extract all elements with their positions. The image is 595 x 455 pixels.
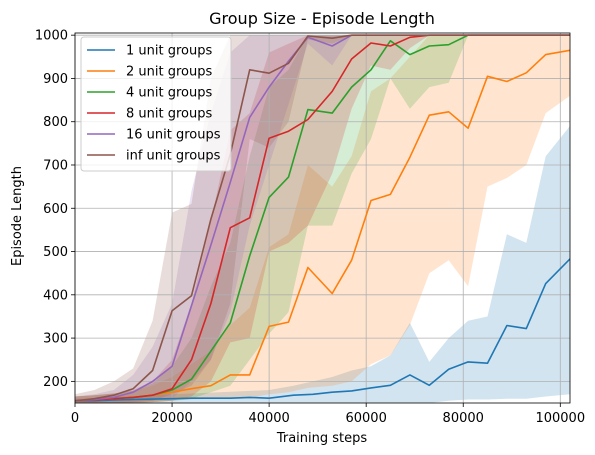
chart-title: Group Size - Episode Length — [209, 9, 435, 28]
series-line-1 — [75, 258, 570, 402]
legend-box — [80, 36, 232, 172]
y-tick-label-4: 600 — [43, 202, 68, 217]
y-tick-label-0: 200 — [43, 375, 68, 390]
band-series-5 — [75, 35, 570, 403]
y-tick-label-6: 800 — [43, 115, 68, 130]
legend-label-3: 4 unit groups — [126, 86, 212, 101]
y-tick-label-3: 500 — [43, 245, 68, 260]
band-series-2 — [75, 35, 570, 403]
legend-label-6: inf unit groups — [126, 149, 221, 164]
y-axis-title: Episode Length — [10, 166, 25, 266]
x-axis-title: Training steps — [276, 431, 368, 446]
legend-label-5: 16 unit groups — [126, 128, 221, 143]
x-tick-label-5: 100000 — [535, 411, 585, 426]
legend-label-1: 1 unit groups — [126, 44, 212, 59]
y-tick-label-2: 400 — [43, 288, 68, 303]
y-tick-label-1: 300 — [43, 332, 68, 347]
x-tick-label-1: 20000 — [151, 411, 192, 426]
confidence-bands — [75, 35, 570, 403]
band-series-3 — [75, 35, 570, 403]
y-tick-label-8: 1000 — [35, 29, 68, 44]
band-series-6 — [75, 35, 570, 403]
y-tick-label-5: 700 — [43, 158, 68, 173]
band-series-1 — [75, 126, 570, 403]
x-tick-label-0: 0 — [71, 411, 79, 426]
x-tick-label-4: 80000 — [443, 411, 484, 426]
plot-frame — [74, 32, 571, 404]
x-tick-label-3: 60000 — [345, 411, 386, 426]
legend-label-4: 8 unit groups — [126, 107, 212, 122]
legend: 1 unit groups 2 unit groups 4 unit groups 8… — [80, 36, 232, 172]
series-lines — [75, 34, 570, 402]
band-series-4 — [75, 35, 570, 403]
series-line-6 — [75, 34, 570, 402]
y-tick-label-7: 900 — [43, 72, 68, 87]
legend-label-2: 2 unit groups — [126, 65, 212, 80]
axes: 0 20000 40000 60000 80000 100000 200 300 400 500 6… — [35, 29, 585, 426]
x-tick-label-2: 40000 — [248, 411, 289, 426]
